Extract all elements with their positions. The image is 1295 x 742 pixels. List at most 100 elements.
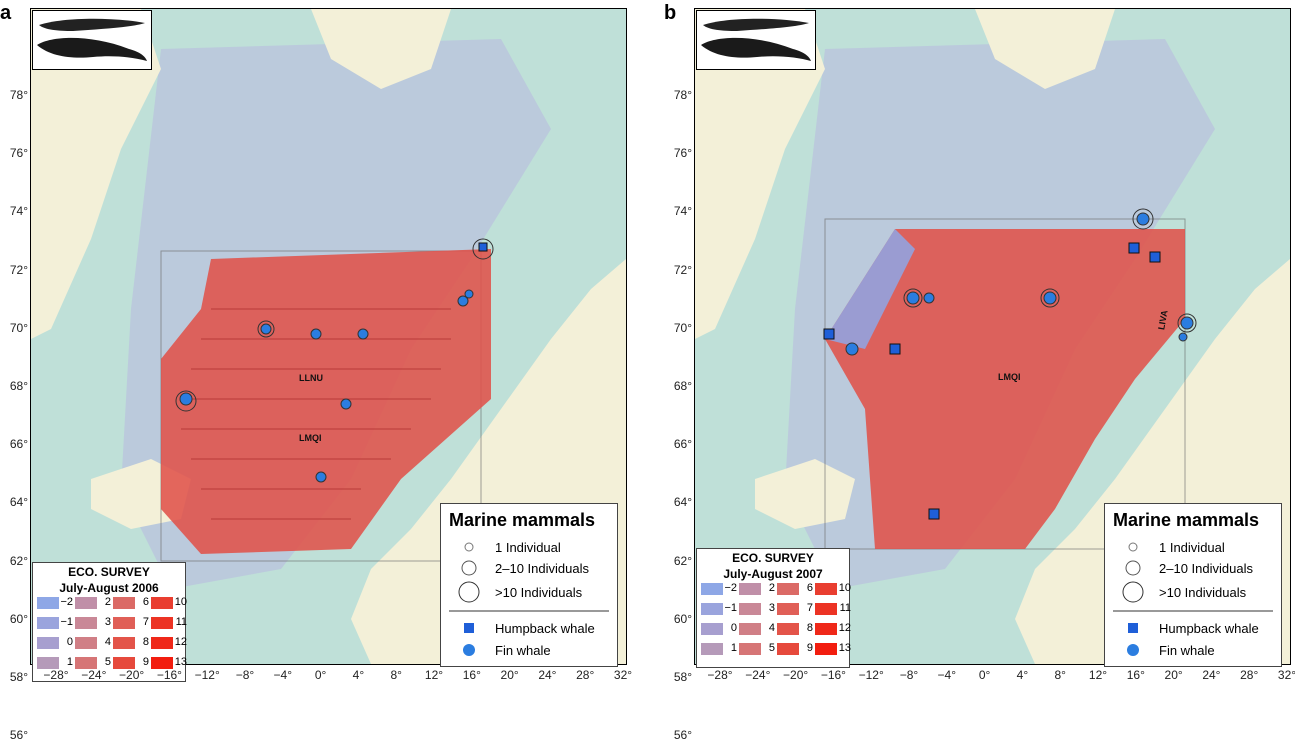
scale-value: 7 <box>806 602 813 614</box>
scale-value: 5 <box>104 656 111 668</box>
scale-value: 13 <box>838 642 851 654</box>
longitude-tick-label: 24° <box>1202 668 1221 682</box>
legend-symbols <box>1113 542 1273 656</box>
region-label: LLNU <box>299 373 323 383</box>
latitude-tick-label: 76° <box>673 146 692 161</box>
scale-value: 12 <box>838 622 851 634</box>
scale-value: 5 <box>768 642 775 654</box>
scale-value: 8 <box>142 636 149 648</box>
scale-swatch <box>37 637 59 649</box>
longitude-tick-label: 24° <box>538 668 557 682</box>
longitude-tick-label: 16° <box>1126 668 1145 682</box>
scale-swatch <box>815 643 837 655</box>
humpback-markers <box>823 242 1161 520</box>
scale-value: −1 <box>60 616 73 628</box>
scale-value: 9 <box>806 642 813 654</box>
scale-value: 11 <box>175 616 187 628</box>
humpback-markers <box>478 242 488 252</box>
legend-fin: Fin whale <box>1159 643 1215 658</box>
svalbard-land <box>311 9 451 89</box>
longitude-tick-label: −24° <box>745 668 771 682</box>
scale-value: 2 <box>104 596 111 608</box>
scale-value: 6 <box>142 596 149 608</box>
whale-illustration-inset <box>696 10 816 70</box>
longitude-tick-label: −16° <box>820 668 846 682</box>
fin-circle-icon <box>1127 644 1139 656</box>
longitude-tick-label: −8° <box>899 668 919 682</box>
scale-value: −2 <box>724 582 737 594</box>
size-symbol-medium <box>1125 560 1141 576</box>
longitude-tick-label: −28° <box>43 668 69 682</box>
marine-mammals-legend: Marine mammals 1 Individual 2–10 Individ… <box>440 503 618 667</box>
scale-swatch <box>815 603 837 615</box>
humpback-whale-icon <box>37 37 147 61</box>
legend-title: Marine mammals <box>1113 510 1260 530</box>
whale-illustration <box>37 18 147 61</box>
longitude-tick-label: −12° <box>194 668 220 682</box>
longitude-tick-label: 20° <box>1164 668 1183 682</box>
latitude-tick-label: 78° <box>673 88 692 102</box>
panel-letter: b <box>664 2 677 24</box>
whale-illustration <box>701 18 811 61</box>
survey-title-line2: July-August 2007 <box>723 567 823 581</box>
legend-fin: Fin whale <box>495 643 551 658</box>
panel-letter: a <box>0 2 12 24</box>
longitude-tick-label: 8° <box>1054 668 1066 682</box>
fin-whale-icon <box>39 18 145 31</box>
latitude-tick-label: 74° <box>673 204 692 219</box>
longitude-tick-label: 4° <box>352 668 365 682</box>
scale-value: 2 <box>768 582 775 594</box>
size-symbol-large <box>458 581 480 603</box>
scale-value: 0 <box>66 636 73 648</box>
scale-swatch <box>701 583 723 595</box>
scale-swatch <box>37 657 59 669</box>
latitude-tick-label: 68° <box>9 379 28 393</box>
legend-size-2: 2–10 Individuals <box>495 561 589 576</box>
fin-whale-markers <box>845 212 1194 356</box>
latitude-tick-label: 58° <box>9 670 28 684</box>
scale-swatch <box>113 597 135 609</box>
scale-value: 12 <box>174 636 187 648</box>
map-panel-a: a <box>0 0 632 742</box>
humpback-square-icon <box>464 623 474 633</box>
scale-swatch <box>815 623 837 635</box>
longitude-tick-label: −16° <box>156 668 182 682</box>
survey-title-line2: July-August 2006 <box>59 581 159 595</box>
scale-value: 10 <box>174 596 187 608</box>
latitude-tick-label: 58° <box>673 670 692 684</box>
longitude-tick-label: 12° <box>1088 668 1108 682</box>
scale-swatch <box>113 657 135 669</box>
latitude-tick-label: 72° <box>673 262 692 277</box>
longitude-tick-label: 0° <box>314 668 327 682</box>
scale-value: 8 <box>806 622 813 634</box>
scale-value: 13 <box>174 656 187 668</box>
scale-swatch <box>739 643 761 655</box>
survey-legend: ECO. SURVEY July-August 2006 −2 −1 0 1 2 3 4 5 6… <box>32 562 187 682</box>
longitude-tick-label: 28° <box>1240 668 1259 682</box>
low-value-area <box>825 229 915 349</box>
scale-value: 3 <box>768 602 775 614</box>
longitude-tick-label: −28° <box>707 668 733 682</box>
longitude-tick-label: −24° <box>81 668 107 682</box>
longitude-tick-label: −8° <box>235 668 255 682</box>
size-symbol-small <box>464 542 474 552</box>
scale-swatch <box>777 623 799 635</box>
legend-symbols <box>449 542 609 656</box>
latitude-tick-label: 62° <box>9 553 28 568</box>
region-label: LMQI <box>998 372 1021 382</box>
scale-swatch <box>37 597 59 609</box>
scale-swatch <box>75 597 97 609</box>
scale-swatch <box>151 637 173 649</box>
longitude-tick-label: 12° <box>424 668 444 682</box>
iceland-land <box>755 459 855 529</box>
longitude-tick-label: −4° <box>273 668 293 682</box>
latitude-tick-label: 60° <box>673 611 692 626</box>
humpback-square-icon <box>1128 623 1138 633</box>
scale-value: 0 <box>730 622 737 634</box>
size-symbol-medium <box>461 560 477 576</box>
longitude-tick-label: −20° <box>119 668 145 682</box>
latitude-tick-label: 56° <box>673 728 692 742</box>
legend-size-3: >10 Individuals <box>495 585 583 600</box>
longitude-tick-label: 32° <box>613 668 633 682</box>
survey-interpolation <box>161 249 491 554</box>
